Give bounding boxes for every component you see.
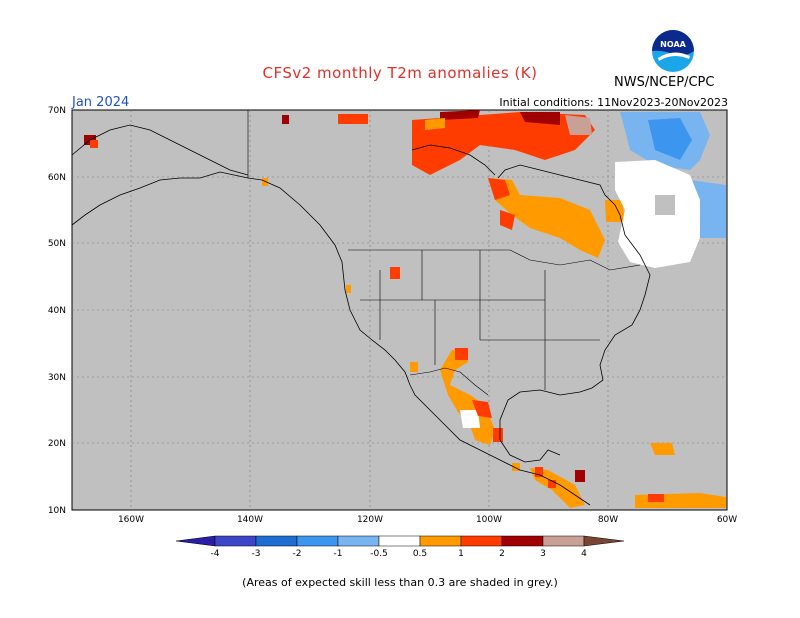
colorbar-label: -3 bbox=[252, 549, 261, 559]
lat-label-20n: 20N bbox=[48, 439, 66, 449]
map-title: CFSv2 monthly T2m anomalies (K) bbox=[262, 64, 538, 82]
anomaly-patches bbox=[84, 110, 726, 508]
colorbar-label: 1 bbox=[458, 549, 464, 559]
colorbar-segment bbox=[378, 535, 421, 547]
forecast-month: Jan 2024 bbox=[72, 95, 130, 110]
lat-label-50n: 50N bbox=[48, 239, 66, 249]
colorbar-label: -2 bbox=[293, 549, 302, 559]
colorbar-label: 2 bbox=[499, 549, 505, 559]
lon-label-80w: 80W bbox=[598, 515, 618, 525]
lat-label-30n: 30N bbox=[48, 373, 66, 383]
colorbar-segment bbox=[583, 535, 625, 547]
colorbar-label: -0.5 bbox=[370, 549, 388, 559]
colorbar-label: 0.5 bbox=[413, 549, 427, 559]
colorbar-labels: -4 -3 -2 -1 -0.5 0.5 1 2 3 4 bbox=[211, 549, 588, 559]
lat-label-70n: 70N bbox=[48, 106, 66, 116]
org-label: NWS/NCEP/CPC bbox=[614, 75, 715, 90]
colorbar-segment bbox=[175, 535, 216, 547]
lon-label-60w: 60W bbox=[717, 515, 737, 525]
lon-label-120w: 120W bbox=[357, 515, 383, 525]
colorbar-label: -4 bbox=[211, 549, 220, 559]
colorbar-segment bbox=[419, 535, 462, 547]
colorbar-label: 4 bbox=[581, 549, 587, 559]
lat-label-40n: 40N bbox=[48, 306, 66, 316]
lon-label-160w: 160W bbox=[118, 515, 144, 525]
colorbar-segment bbox=[501, 535, 544, 547]
colorbar-segment bbox=[460, 535, 503, 547]
colorbar bbox=[175, 535, 625, 547]
colorbar-label: -1 bbox=[334, 549, 343, 559]
lon-label-140w: 140W bbox=[237, 515, 263, 525]
lat-labels: 70N 60N 50N 40N 30N 20N 10N bbox=[48, 106, 66, 516]
colorbar-segment bbox=[214, 535, 257, 547]
lat-label-60n: 60N bbox=[48, 173, 66, 183]
footnote: (Areas of expected skill less than 0.3 a… bbox=[242, 576, 558, 589]
lat-label-10n: 10N bbox=[48, 506, 66, 516]
lon-labels: 160W 140W 120W 100W 80W 60W bbox=[118, 515, 737, 525]
initial-conditions: Initial conditions: 11Nov2023-20Nov2023 bbox=[499, 96, 728, 109]
lon-label-100w: 100W bbox=[476, 515, 502, 525]
colorbar-label: 3 bbox=[540, 549, 546, 559]
map-gridlines bbox=[72, 110, 727, 510]
colorbar-segment bbox=[255, 535, 298, 547]
colorbar-segment bbox=[337, 535, 380, 547]
coastlines bbox=[71, 124, 651, 506]
noaa-logo: NOAA bbox=[651, 29, 695, 73]
colorbar-segment bbox=[542, 535, 585, 547]
borders bbox=[247, 110, 641, 396]
svg-text:NOAA: NOAA bbox=[660, 40, 686, 49]
colorbar-segment bbox=[296, 535, 339, 547]
